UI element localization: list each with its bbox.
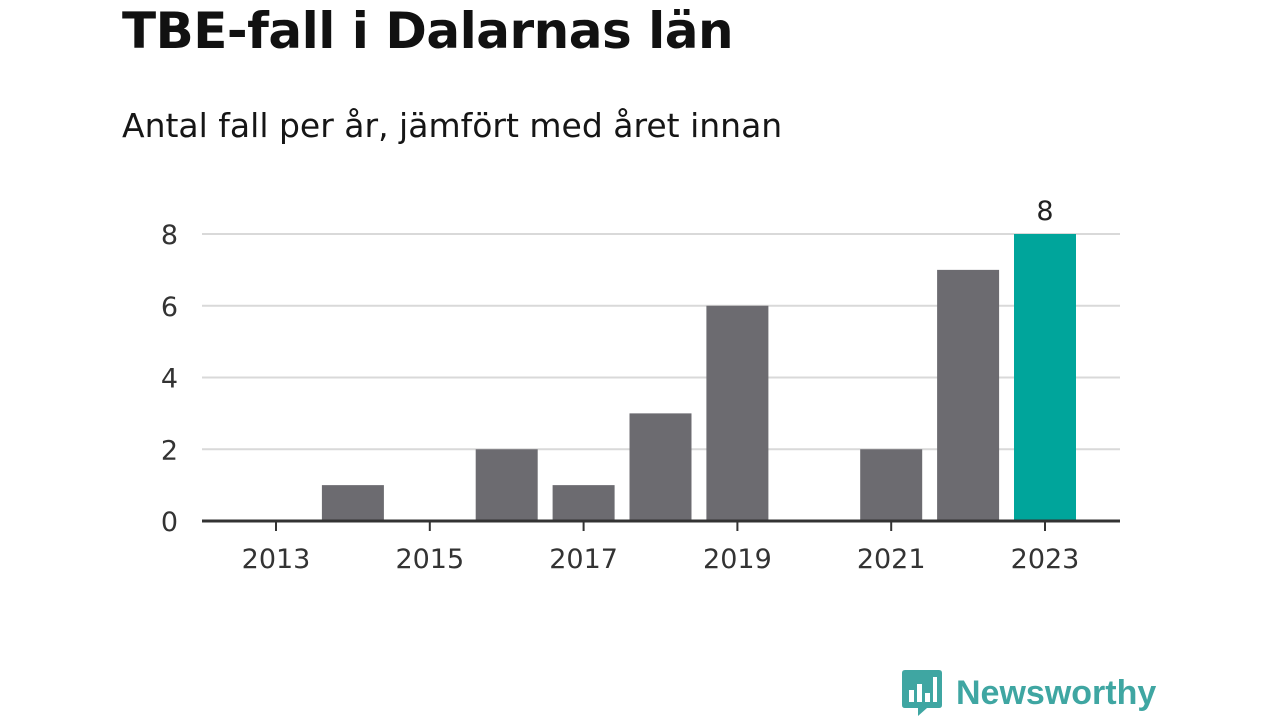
labels: 0 2 4 6 8 2013 2015 2017 2019 2021 2023 8 xyxy=(161,196,1080,575)
newsworthy-brand: Newsworthy xyxy=(900,668,1156,718)
y-tick-label-6: 6 xyxy=(161,292,178,323)
y-tick-label-0: 0 xyxy=(161,507,178,538)
y-tick-label-2: 2 xyxy=(161,435,178,466)
bar-2016 xyxy=(475,449,538,521)
x-tick-label-2019: 2019 xyxy=(703,544,772,575)
bar-2019 xyxy=(706,305,769,521)
brand-name: Newsworthy xyxy=(956,673,1157,712)
bar-2014 xyxy=(321,485,384,521)
y-tick-label-4: 4 xyxy=(161,364,178,395)
x-tick-label-2017: 2017 xyxy=(549,544,618,575)
x-tick-label-2021: 2021 xyxy=(857,544,926,575)
bars xyxy=(321,234,1076,521)
axes xyxy=(202,519,1120,531)
newsworthy-logo-icon xyxy=(902,670,942,716)
x-tick-label-2015: 2015 xyxy=(395,544,464,575)
bar-2021 xyxy=(860,449,923,521)
bar-2017 xyxy=(552,485,615,521)
chart-title: TBE-fall i Dalarnas län xyxy=(122,2,734,60)
x-tick-label-2023: 2023 xyxy=(1011,544,1080,575)
data-label-2023: 8 xyxy=(1036,196,1053,227)
chart-subtitle: Antal fall per år, jämfört med året inna… xyxy=(122,106,783,145)
bar-2023 xyxy=(1014,234,1076,521)
bar-2022 xyxy=(937,269,1000,521)
y-tick-label-8: 8 xyxy=(161,220,178,251)
bar-2018 xyxy=(629,413,692,521)
x-tick-label-2013: 2013 xyxy=(242,544,311,575)
